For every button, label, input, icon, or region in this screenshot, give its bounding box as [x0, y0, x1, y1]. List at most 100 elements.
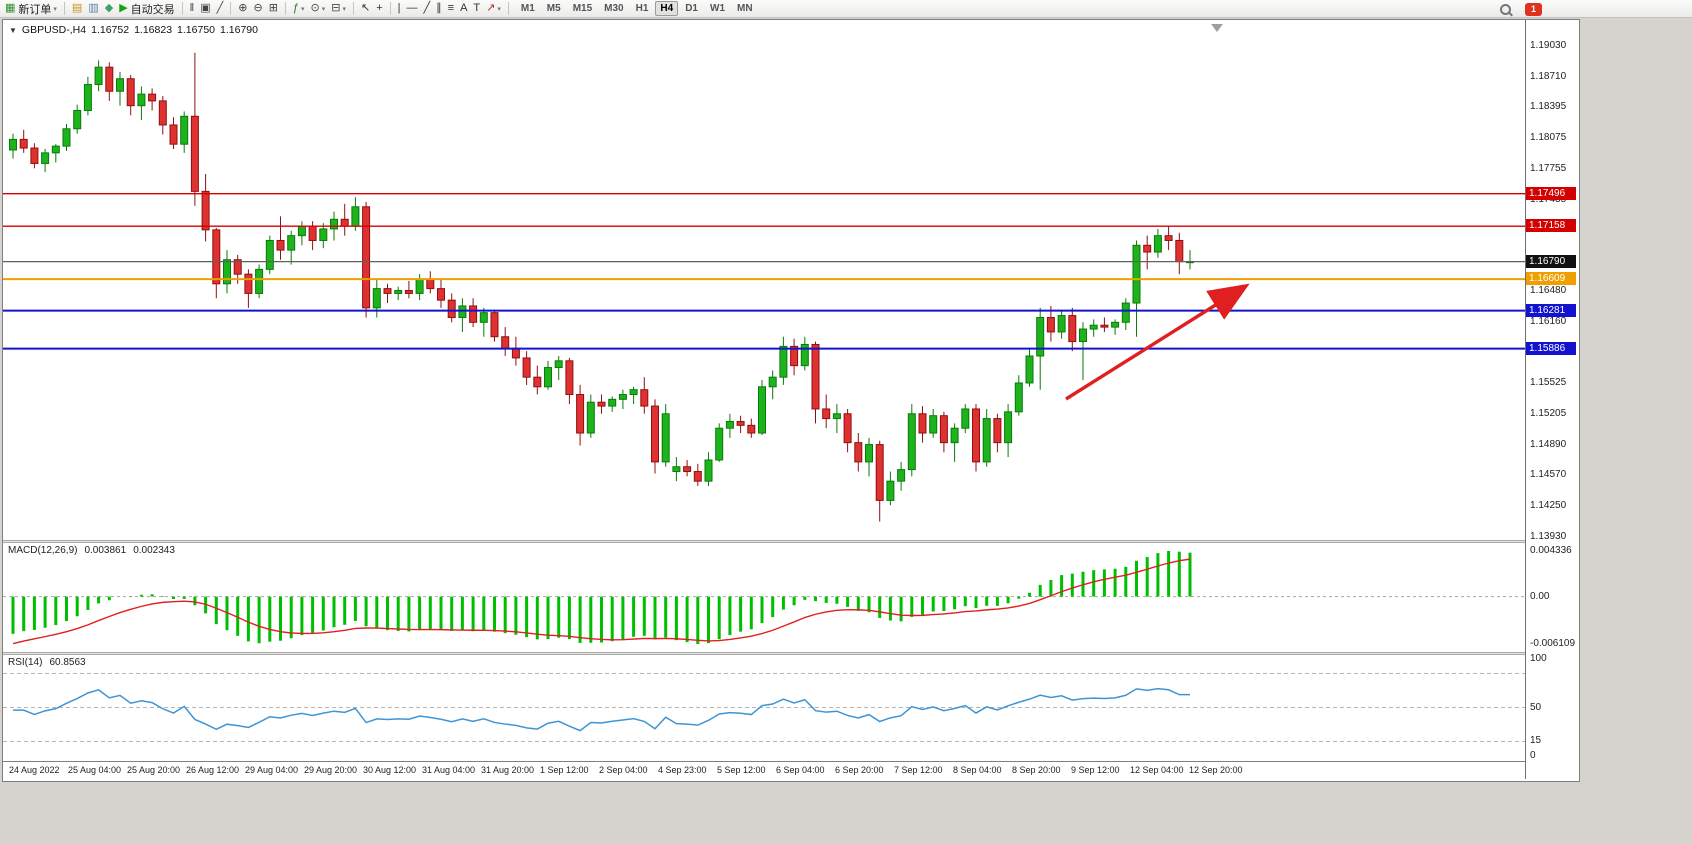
- time-axis-label: 25 Aug 04:00: [68, 765, 122, 775]
- price-axis-label: 1.15205: [1530, 408, 1567, 420]
- candle: [886, 480, 895, 501]
- notifications-badge[interactable]: 1: [1525, 2, 1542, 16]
- chart-window-icon[interactable]: ▤: [69, 1, 85, 17]
- candlestick-chart-button[interactable]: ▣: [197, 1, 213, 17]
- candle: [768, 376, 777, 388]
- candle: [918, 413, 927, 434]
- toolbar-separator: [507, 2, 509, 15]
- crosshair-button[interactable]: +: [373, 1, 385, 17]
- price-axis-label: 1.18395: [1530, 101, 1567, 113]
- bar-chart-button[interactable]: ‖: [187, 1, 198, 17]
- pane-divider[interactable]: [3, 652, 1579, 655]
- timeframe-d1[interactable]: D1: [685, 3, 698, 14]
- timeframe-mn[interactable]: MN: [737, 3, 753, 14]
- new-order-icon: ▦: [5, 2, 16, 14]
- text-button[interactable]: A: [457, 1, 470, 17]
- candle: [212, 229, 221, 285]
- line-chart-button[interactable]: ╱: [214, 1, 227, 17]
- templates-button[interactable]: ⊟ ▾: [328, 1, 349, 17]
- channel-icon: ∥: [436, 2, 442, 14]
- candle: [1153, 235, 1162, 253]
- candle: [180, 115, 189, 145]
- candle: [1175, 239, 1184, 263]
- zoom-in-icon: ⊕: [238, 2, 248, 14]
- candle: [1111, 321, 1120, 328]
- rsi-pane-plot[interactable]: [3, 655, 1525, 760]
- toolbar-separator: [389, 2, 391, 15]
- timeframe-h4[interactable]: H4: [655, 1, 679, 16]
- candle: [19, 138, 28, 149]
- periods-button[interactable]: ⊙ ▾: [308, 1, 329, 17]
- candle: [190, 115, 199, 192]
- macd-axis-label: 0.00: [1530, 590, 1550, 602]
- cursor-button[interactable]: ↖: [358, 1, 373, 17]
- toolbar-separator: [230, 2, 232, 15]
- price-axis[interactable]: 1.19030 1.18710 1.18395 1.18075 1.17755 1.174…: [1525, 20, 1579, 779]
- fibonacci-button[interactable]: ≡: [445, 1, 457, 17]
- candle: [308, 225, 317, 241]
- horizontal-line-icon: —: [406, 2, 418, 14]
- price-axis-label: 1.17755: [1530, 162, 1567, 174]
- autotrading-button[interactable]: ▶ 自动交易: [116, 1, 177, 17]
- candle: [41, 152, 50, 164]
- channel-button[interactable]: ∥: [433, 1, 445, 17]
- indicators-button[interactable]: ƒ ▾: [290, 1, 308, 17]
- symbol-header[interactable]: ▼ GBPUSD-,H4 1.16752 1.16823 1.16750 1.1…: [9, 24, 258, 36]
- timeframe-w1[interactable]: W1: [710, 3, 725, 14]
- time-axis[interactable]: 24 Aug 2022 25 Aug 04:00 25 Aug 20:00 26 Au…: [3, 761, 1579, 781]
- ohlc-low: 1.16750: [177, 24, 216, 36]
- sounds-icon[interactable]: ◆: [102, 1, 116, 17]
- price-axis-label: 1.18710: [1530, 70, 1567, 82]
- time-axis-label: 9 Sep 12:00: [1071, 765, 1120, 775]
- candle: [255, 268, 264, 294]
- tile-windows-button[interactable]: ⊞: [266, 1, 281, 17]
- arrows-button[interactable]: ↗ ▾: [483, 1, 504, 17]
- timeframe-m15[interactable]: M15: [572, 3, 593, 14]
- vertical-line-icon: |: [397, 2, 401, 14]
- zoom-in-button[interactable]: ⊕: [235, 1, 250, 17]
- candle: [30, 147, 39, 164]
- candle: [597, 401, 606, 407]
- candle: [683, 466, 692, 473]
- timeframe-m1[interactable]: M1: [520, 3, 535, 14]
- data-window-icon-icon: ▥: [88, 2, 99, 14]
- candle: [1004, 411, 1013, 444]
- chevron-down-icon: ▾: [53, 5, 57, 13]
- rsi-line: [13, 687, 1190, 732]
- chart-window: ▼ GBPUSD-,H4 1.16752 1.16823 1.16750 1.1…: [2, 19, 1580, 782]
- price-axis-label: 1.15525: [1530, 377, 1567, 389]
- macd-pane-plot[interactable]: [3, 543, 1525, 652]
- timeframe-m5[interactable]: M5: [546, 3, 561, 14]
- candle: [672, 466, 681, 473]
- pane-divider[interactable]: [3, 540, 1579, 543]
- trendline-button[interactable]: ╱: [421, 1, 434, 17]
- timeframe-m30[interactable]: M30: [604, 3, 624, 14]
- price-chart-plot[interactable]: [3, 21, 1525, 540]
- zoom-out-button[interactable]: ⊖: [250, 1, 265, 17]
- horizontal-line-button[interactable]: —: [404, 1, 421, 17]
- search-icon[interactable]: [1500, 3, 1511, 15]
- macd-value-signal: 0.002343: [133, 545, 175, 556]
- timeframe-h1[interactable]: H1: [635, 3, 649, 14]
- vertical-line-button[interactable]: |: [395, 1, 404, 17]
- label-button[interactable]: T: [470, 1, 483, 17]
- trend-arrow-object[interactable]: [1065, 283, 1250, 401]
- data-window-icon[interactable]: ▥: [85, 1, 101, 17]
- toolbar: ▦ 新订单 ▾ ▤ ▥ ◆ ▶ 自动交易 ‖ ▣ ╱ ⊕ ⊖ ⊞ ƒ ▾ ⊙ ▾ ⊟ ▾ ↖ + | — ╱ ∥ ≡ A T ↗ ▾ M1 M…: [0, 0, 1692, 18]
- candle: [565, 360, 574, 396]
- candle: [169, 124, 178, 145]
- tile-windows-icon: ⊞: [268, 2, 278, 14]
- candle: [404, 290, 413, 294]
- new-order-button[interactable]: ▦ 新订单 ▾: [2, 1, 60, 17]
- candle: [1121, 302, 1130, 323]
- time-axis-label: 5 Sep 12:00: [717, 765, 766, 775]
- time-axis-label: 29 Aug 04:00: [245, 765, 299, 775]
- chart-window-icon-icon: ▤: [71, 2, 83, 14]
- templates-icon: ⊟: [331, 2, 341, 14]
- toolbar-separator: [181, 2, 183, 15]
- price-axis-label: 1.16480: [1530, 285, 1567, 297]
- cursor-icon: ↖: [361, 2, 371, 14]
- candle: [661, 413, 670, 463]
- candle: [73, 110, 82, 130]
- candle: [137, 93, 146, 107]
